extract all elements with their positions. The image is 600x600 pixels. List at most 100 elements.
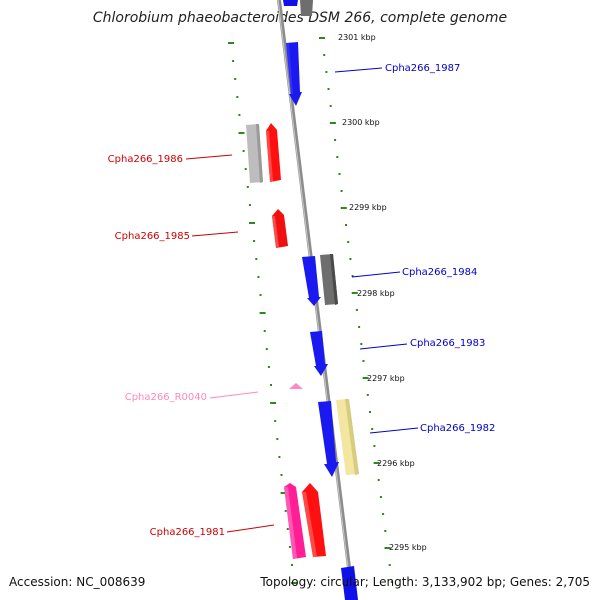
gc-skew-mark (325, 71, 328, 73)
gene-label-cpha266-r0040: Cpha266_R0040 (125, 392, 207, 403)
gc-skew-mark (382, 513, 385, 515)
gc-skew-mark (228, 42, 234, 44)
genome-title: Chlorobium phaeobacteroides DSM 266, com… (92, 10, 508, 26)
gc-skew-mark (236, 96, 239, 98)
gene-label-cpha266-1982: Cpha266_1982 (420, 423, 495, 434)
gene-label-cpha266-1983: Cpha266_1983 (410, 338, 485, 349)
gene-cpha266-1983 (310, 331, 328, 376)
gc-skew-track-right (319, 37, 393, 583)
gene-cpha266-r0040 (289, 383, 303, 389)
gc-skew-mark (334, 139, 337, 141)
gene-cpha266-1987 (286, 42, 302, 106)
top-partial-genes (283, 0, 313, 16)
gc-skew-mark (362, 360, 365, 362)
gene-cpha266-1981-a (284, 483, 306, 559)
gc-skew-mark (280, 474, 283, 476)
gc-skew-mark (234, 78, 237, 80)
gc-skew-mark (280, 492, 287, 494)
gc-skew-mark (340, 207, 347, 209)
gc-skew-mark (373, 462, 380, 464)
gc-skew-mark (242, 150, 245, 152)
gc-skew-mark (238, 114, 241, 116)
gene-cpha266-1985 (272, 209, 288, 248)
gene-label-cpha266-1985: Cpha266_1985 (115, 231, 190, 242)
gc-skew-mark (278, 456, 281, 458)
gene-label-cpha266-1987: Cpha266_1987 (385, 63, 460, 74)
gc-skew-mark (345, 224, 347, 226)
gc-skew-mark (232, 60, 235, 62)
gc-skew-mark (336, 156, 339, 158)
gc-skew-mark (360, 343, 363, 345)
gc-skew-mark (244, 168, 247, 170)
tick-labels: 2301 kbp 2300 kbp 2299 kbp 2298 kbp 2297… (338, 33, 427, 552)
gc-skew-mark (238, 132, 245, 134)
gc-skew-mark (390, 581, 393, 583)
gc-skew-mark (355, 309, 358, 311)
gc-skew-mark (259, 294, 262, 296)
gene-label-cpha266-1981: Cpha266_1981 (150, 527, 225, 538)
tick-label: 2296 kbp (377, 459, 415, 468)
gc-skew-mark (284, 510, 287, 512)
gc-skew-mark (323, 54, 326, 56)
gc-skew-mark (379, 496, 382, 498)
gc-skew-mark (377, 479, 380, 481)
tick-label: 2300 kbp (342, 118, 380, 127)
gc-skew-mark (384, 547, 391, 549)
gc-skew-track-left (228, 42, 298, 584)
accession-text: Accession: NC_008639 (9, 575, 146, 589)
gene-label-cpha266-1986: Cpha266_1986 (108, 154, 183, 165)
gene-cpha266-1986-a (246, 124, 263, 183)
gc-skew-mark (349, 258, 352, 260)
genome-info-text: Topology: circular; Length: 3,133,902 bp… (260, 575, 590, 589)
gc-skew-mark (362, 377, 369, 379)
gene-cpha266-1982-a (318, 401, 339, 477)
gc-skew-mark (291, 564, 293, 566)
tick-label: 2299 kbp (349, 203, 387, 212)
gc-skew-mark (327, 88, 330, 90)
gene-partial-top-grey (300, 0, 313, 16)
gc-skew-mark (276, 438, 279, 440)
gc-skew-mark (270, 402, 277, 404)
gc-skew-mark (351, 275, 354, 277)
gc-skew-mark (338, 173, 341, 175)
gc-skew-mark (347, 241, 350, 243)
gene-label-cpha266-1984: Cpha266_1984 (402, 267, 477, 278)
gc-skew-mark (248, 204, 251, 206)
gc-skew-mark (291, 582, 298, 584)
gc-skew-mark (329, 105, 332, 107)
gc-skew-mark (366, 394, 369, 396)
gc-skew-mark (371, 428, 374, 430)
gc-skew-mark (319, 37, 325, 39)
gc-skew-mark (358, 326, 361, 328)
gene-cpha266-1984-a (302, 256, 321, 306)
gc-skew-mark (270, 384, 272, 386)
gc-skew-mark (255, 258, 258, 260)
leader-lines (185, 67, 419, 533)
gene-partial-bottom-blue (341, 566, 358, 600)
gene-cpha266-1981-b (302, 483, 326, 557)
gc-skew-mark (267, 366, 270, 368)
gc-skew-mark (329, 122, 336, 124)
gc-skew-mark (263, 330, 266, 332)
gc-skew-mark (286, 528, 289, 530)
gc-skew-mark (373, 445, 376, 447)
gc-skew-mark (257, 276, 260, 278)
tick-label: 2298 kbp (357, 289, 395, 298)
tick-label: 2297 kbp (367, 374, 405, 383)
gene-cpha266-1986-b (266, 123, 281, 182)
gc-skew-mark (246, 186, 249, 188)
gene-cpha266-1982-b (336, 399, 359, 475)
tick-label: 2301 kbp (338, 33, 376, 42)
gc-skew-mark (274, 420, 277, 422)
gene-cpha266-1984-b (320, 254, 338, 305)
gc-skew-mark (388, 564, 391, 566)
gc-skew-mark (351, 292, 358, 294)
gc-skew-mark (384, 530, 387, 532)
gc-skew-mark (369, 411, 371, 413)
gc-skew-mark (253, 240, 256, 242)
gc-skew-mark (249, 222, 255, 224)
gc-skew-mark (340, 190, 343, 192)
gene-partial-top-blue (283, 0, 298, 6)
tick-label: 2295 kbp (389, 543, 427, 552)
